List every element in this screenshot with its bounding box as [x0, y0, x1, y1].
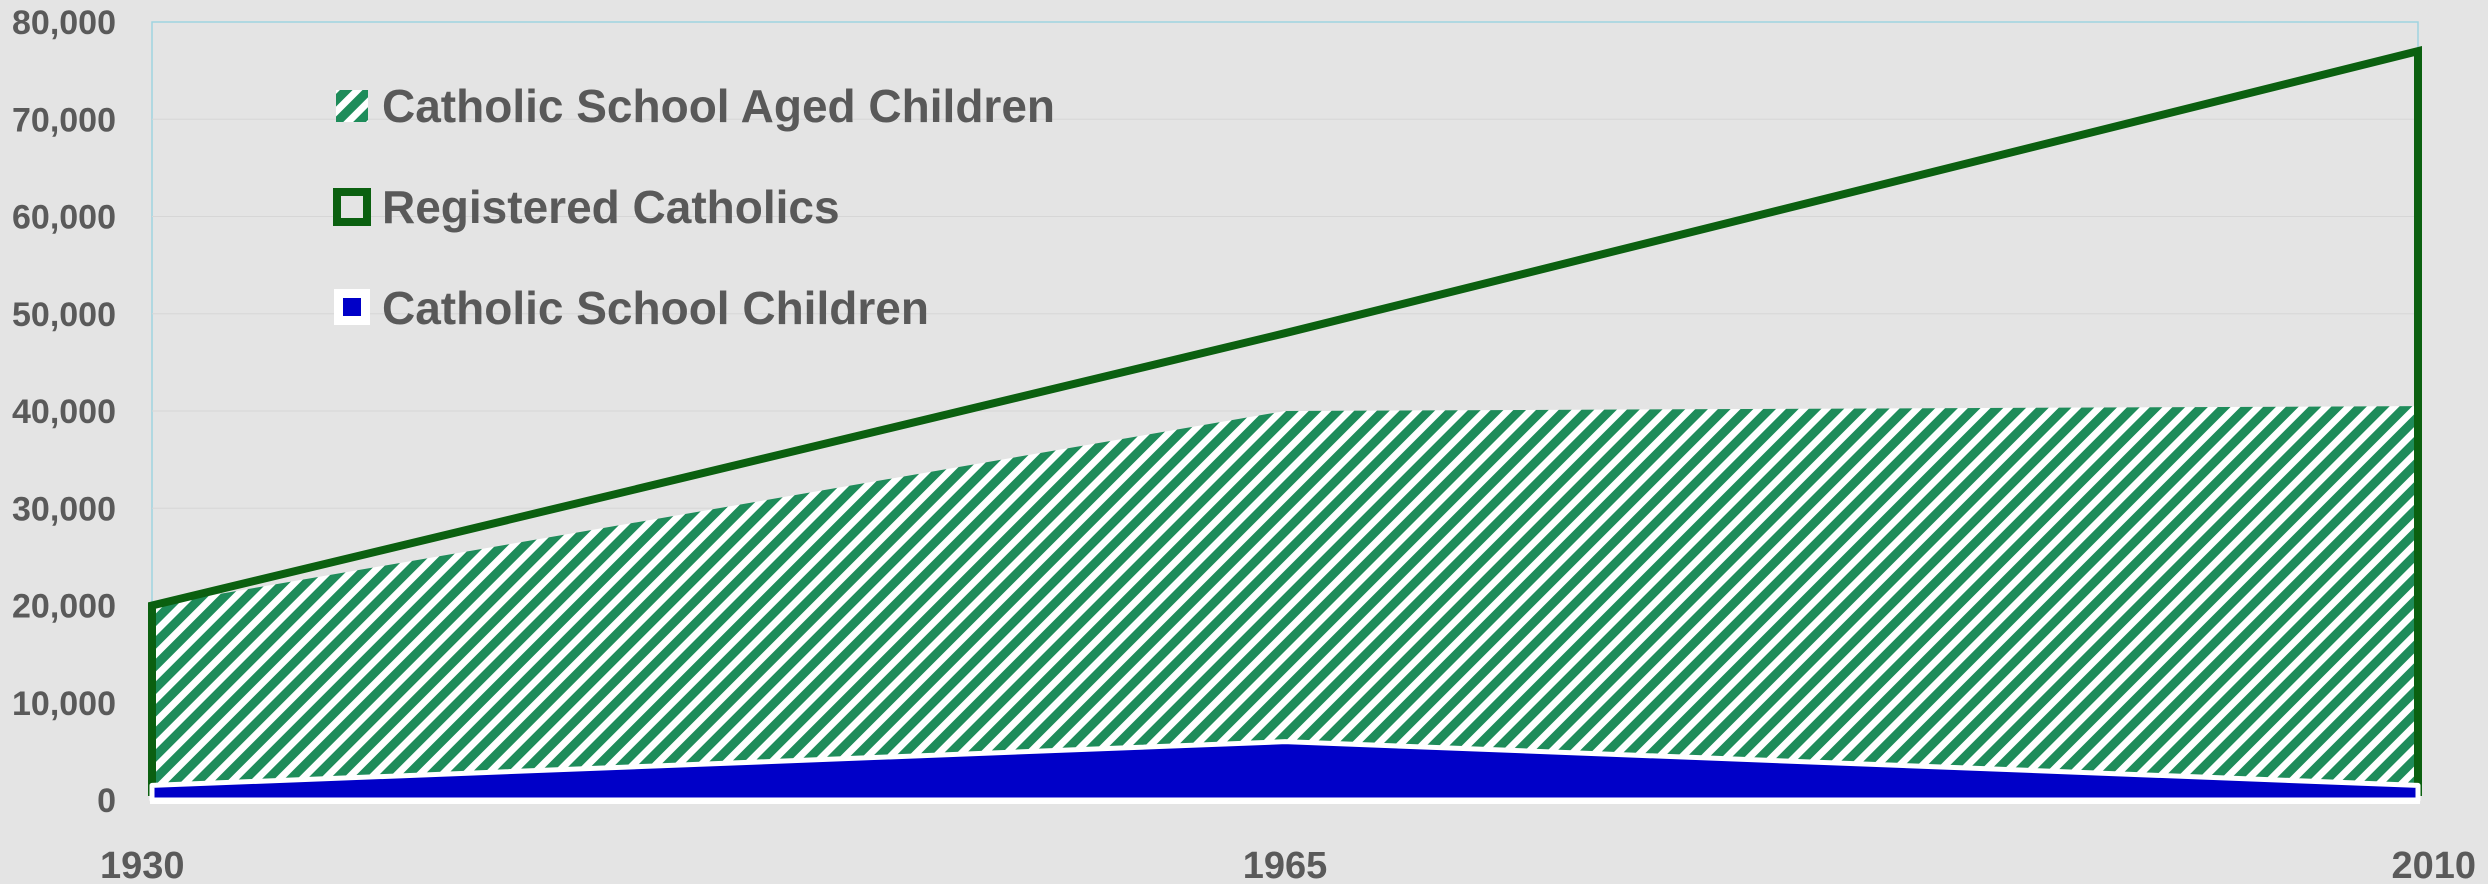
legend-item: Registered Catholics [333, 181, 840, 233]
legend-item: Catholic School Children [334, 282, 929, 334]
legend-label: Catholic School Children [382, 282, 929, 334]
x-tick-label: 2010 [2391, 845, 2476, 884]
legend-label: Registered Catholics [382, 181, 840, 233]
x-tick-label: 1930 [100, 845, 185, 884]
y-tick-label: 70,000 [12, 101, 116, 139]
y-tick-label: 10,000 [12, 685, 116, 723]
area-catholic-school-aged-children [152, 406, 2418, 796]
x-tick-label: 1965 [1243, 845, 1328, 884]
y-axis-ticks: 0 10,000 20,000 30,000 40,000 50,000 60,000 70,… [12, 4, 116, 820]
x-axis-ticks: 1930 1965 2010 [100, 845, 2476, 884]
legend-label: Catholic School Aged Children [382, 80, 1055, 132]
legend-swatch-outline [333, 188, 371, 226]
y-tick-label: 0 [97, 782, 116, 820]
legend-item: Catholic School Aged Children [336, 80, 1055, 132]
series-areas [148, 46, 2422, 804]
y-tick-label: 30,000 [12, 490, 116, 528]
legend-swatch-hatched [336, 90, 368, 122]
line-registered-catholics [148, 46, 2422, 796]
legend: Catholic School Aged Children Registered … [333, 80, 1055, 334]
y-tick-label: 50,000 [12, 296, 116, 334]
y-tick-label: 20,000 [12, 588, 116, 626]
area-catholic-school-children [149, 739, 2421, 803]
y-tick-label: 60,000 [12, 199, 116, 237]
y-tick-label: 40,000 [12, 393, 116, 431]
y-tick-label: 80,000 [12, 4, 116, 42]
legend-swatch-solid [343, 298, 361, 316]
